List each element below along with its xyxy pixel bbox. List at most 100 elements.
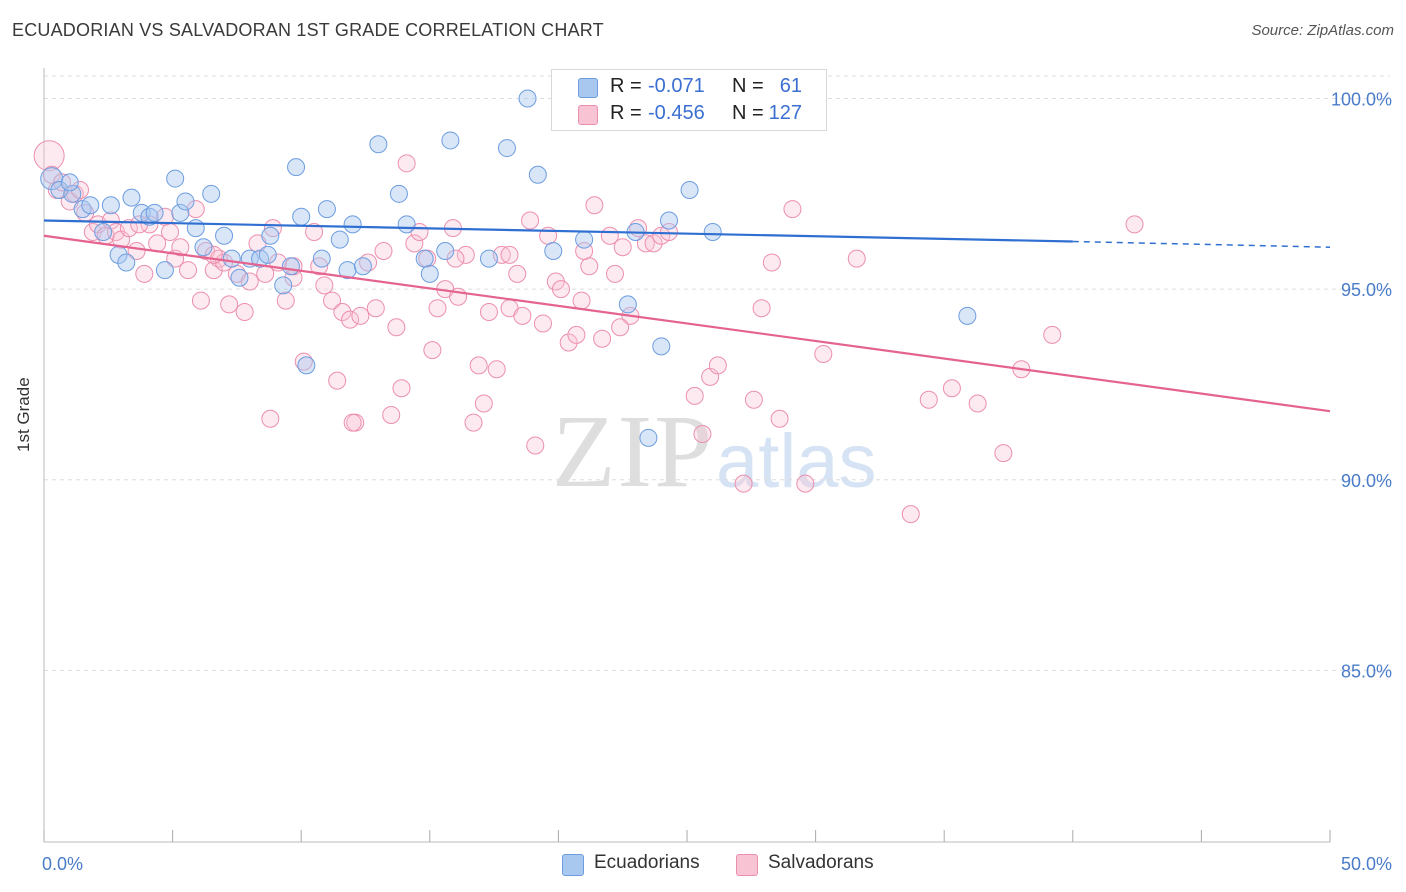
ecuadorian-point (639, 428, 658, 447)
ecuadorian-point (330, 230, 349, 249)
ecuadorian-point (528, 165, 547, 184)
x-tick-label: 0.0% (42, 854, 83, 874)
correlation-legend: R = -0.071 N = 61 R = -0.456 N = 127 (551, 69, 827, 131)
ecuadorian-point (544, 242, 563, 261)
salvadoran-point (333, 303, 352, 322)
salvadoran-point (508, 264, 527, 283)
source-label: Source: ZipAtlas.com (1251, 22, 1394, 39)
salvadoran-point (762, 253, 781, 272)
salvadoran-point (382, 405, 401, 424)
ecuadorian-point (176, 192, 195, 211)
salvadoran-point (469, 356, 488, 375)
ecuadorian-point (222, 249, 241, 268)
salvadoran-point (305, 222, 324, 241)
ecuadorian-trend-extension (1072, 240, 1331, 248)
salvadoran-point (204, 261, 223, 280)
legend-r-value: -0.456 (648, 102, 705, 124)
salvadoran-point (328, 371, 347, 390)
salvadoran-point (240, 272, 259, 291)
salvadoran-point (526, 436, 545, 455)
ecuadorian-point (81, 196, 100, 215)
ecuadorian-point (261, 226, 280, 245)
ecuadorian-point (202, 184, 221, 203)
salvadoran-point (901, 505, 920, 524)
salvadoran-point (585, 196, 604, 215)
legend-n-value: 61 (779, 75, 802, 97)
ecuadorian-point (659, 211, 678, 230)
salvadoran-point (580, 257, 599, 276)
ecuadorian-point (389, 184, 408, 203)
salvadoran-point (261, 409, 280, 428)
ecuadorian-point (338, 261, 357, 280)
ecuadorian-point (618, 295, 637, 314)
ecuadorian-point (155, 261, 174, 280)
trend-layer (43, 219, 1331, 413)
salvadoran-point (644, 234, 663, 253)
salvadoran-point (130, 215, 149, 234)
ecuadorian-point (40, 167, 64, 191)
legend-row-ecuadorians: R = -0.071 N = 61 (552, 75, 826, 101)
ecuadorian-point (145, 203, 164, 222)
legend-n-label: N = (732, 102, 764, 124)
salvadoran-point (171, 238, 190, 257)
salvadoran-point (446, 249, 465, 268)
x-tick-label: 50.0% (1341, 854, 1392, 874)
legend-swatch-ecuadorians (562, 854, 584, 876)
salvadoran-point (611, 318, 630, 337)
salvadoran-point (708, 356, 727, 375)
salvadoran-point (500, 245, 519, 264)
ecuadorian-point (479, 249, 498, 268)
legend-r-value: -0.071 (648, 75, 705, 97)
legend-r-label: R = (610, 102, 642, 124)
ecuadorian-point (415, 249, 434, 268)
salvadoran-point (693, 425, 712, 444)
legend-row-salvadorans: R = -0.456 N = 127 (552, 102, 826, 128)
salvadoran-point (119, 219, 138, 238)
salvadoran-point (464, 413, 483, 432)
legend-swatch-ecuadorians (578, 78, 598, 98)
legend-label-salvadorans: Salvadorans (768, 852, 874, 873)
ecuadorian-point (680, 181, 699, 200)
salvadoran-point (179, 261, 198, 280)
ecuadorian-point (122, 188, 141, 207)
salvadoran-point (235, 303, 254, 322)
salvadoran-point (474, 394, 493, 413)
salvadoran-point (685, 386, 704, 405)
salvadoran-point (161, 222, 180, 241)
salvadoran-point (572, 291, 591, 310)
ecuadorian-point (215, 226, 234, 245)
ecuadorian-point (94, 222, 113, 241)
salvadoran-point (276, 291, 295, 310)
salvadoran-point (770, 409, 789, 428)
ecuadorian-point (63, 184, 82, 203)
watermark-zip: ZIP (552, 394, 714, 509)
ecuadorian-point (436, 242, 455, 261)
ecuadorian-point (194, 238, 213, 257)
salvadoran-point (994, 444, 1013, 463)
point-layer (33, 89, 1144, 524)
y-tick-label: 100.0% (1331, 90, 1392, 110)
y-tick-label: 90.0% (1341, 471, 1392, 491)
salvadoran-point (366, 299, 385, 318)
y-axis-label: 1st Grade (14, 377, 33, 452)
salvadoran-point (33, 140, 65, 172)
ecuadorian-point (369, 135, 388, 154)
salvadoran-point (392, 379, 411, 398)
legend-n-value: 127 (768, 102, 802, 124)
salvadoran-point (323, 291, 342, 310)
ecuadorian-point (292, 207, 311, 226)
salvadoran-point (613, 238, 632, 257)
y-tick-label: 95.0% (1341, 280, 1392, 300)
ecuadorian-point (171, 203, 190, 222)
ecuadorian-point (317, 200, 336, 219)
salvadoran-point (220, 295, 239, 314)
salvadoran-point (521, 211, 540, 230)
legend-r-label: R = (610, 75, 642, 97)
ecuadorian-point (518, 89, 537, 108)
salvadoran-point (405, 234, 424, 253)
salvadoran-point (783, 200, 802, 219)
salvadoran-point (423, 341, 442, 360)
salvadoran-point (734, 474, 753, 493)
salvadoran-point (397, 154, 416, 173)
